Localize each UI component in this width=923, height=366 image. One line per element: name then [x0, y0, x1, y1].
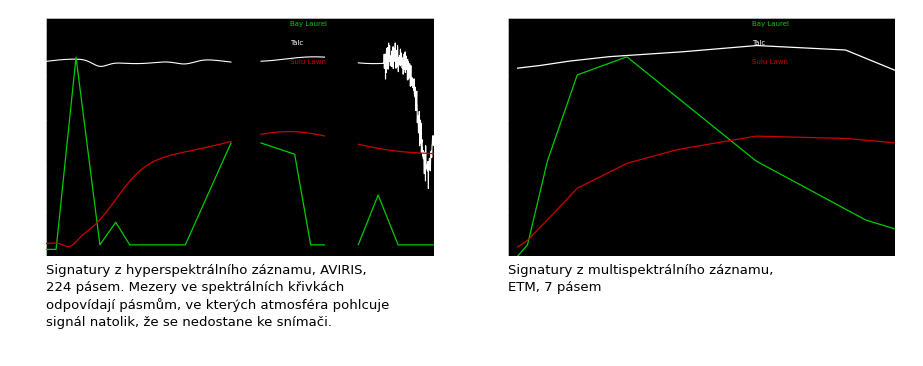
Text: Talc: Talc	[291, 40, 304, 46]
Text: Signatury z multispektrálního záznamu,
ETM, 7 pásem: Signatury z multispektrálního záznamu, E…	[508, 264, 773, 294]
Y-axis label: Reflectance (%): Reflectance (%)	[471, 101, 480, 173]
Y-axis label: Reflectance (%): Reflectance (%)	[9, 101, 18, 173]
Text: Sulu Lawn: Sulu Lawn	[752, 59, 788, 65]
Text: Bay Laurel: Bay Laurel	[752, 21, 789, 27]
Text: Bay Laurel: Bay Laurel	[291, 21, 328, 27]
X-axis label: Wavelength (microns): Wavelength (microns)	[190, 280, 290, 289]
Text: Talc: Talc	[752, 40, 765, 46]
Text: Signatury z hyperspektrálního záznamu, AVIRIS,
224 pásem. Mezery ve spektrálních: Signatury z hyperspektrálního záznamu, A…	[46, 264, 390, 329]
Text: Sulu Lawn: Sulu Lawn	[291, 59, 327, 65]
X-axis label: Wavelength (microns): Wavelength (microns)	[652, 280, 751, 289]
